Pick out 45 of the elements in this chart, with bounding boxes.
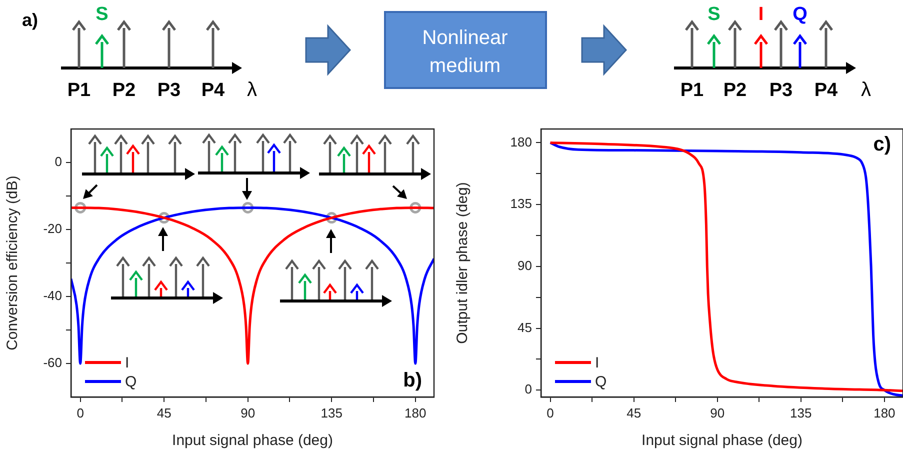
text: Q: [792, 4, 808, 25]
text: Nonlinear medium: [422, 27, 508, 77]
y-tick-label: 180: [510, 134, 532, 150]
text: P2: [112, 80, 136, 101]
y-tick-label: -20: [43, 221, 62, 236]
x-tick-label: 0: [76, 405, 84, 420]
x-tick-label: 180: [874, 405, 896, 420]
x-tick-label: 0: [546, 405, 554, 420]
y-axis-title: Conversion efficiency (dB): [4, 176, 22, 350]
x-tick-label: 90: [240, 405, 256, 420]
legend-label: I: [595, 354, 600, 372]
text: P1: [680, 80, 704, 101]
text: I: [758, 4, 764, 25]
text: P2: [723, 80, 747, 101]
legend-label: Q: [595, 374, 607, 391]
y-tick-label: -60: [43, 355, 62, 370]
text: P1: [67, 80, 92, 101]
x-axis-title: Input signal phase (deg): [642, 432, 802, 450]
y-tick-label: 0: [524, 382, 532, 397]
text: P4: [201, 80, 226, 101]
y-axis-title: Output idler phase (deg): [454, 182, 472, 344]
text: λ: [861, 79, 871, 101]
x-tick-label: 90: [710, 405, 725, 420]
y-tick-label: 0: [54, 154, 62, 170]
annotation: c): [873, 134, 891, 156]
x-tick-label: 45: [156, 405, 172, 420]
legend-label: I: [125, 354, 130, 372]
y-tick-label: 90: [518, 258, 532, 274]
x-tick-label: 135: [320, 405, 342, 420]
y-tick-label: 135: [510, 196, 532, 212]
x-tick-label: 135: [790, 405, 812, 420]
annotation: b): [403, 370, 422, 392]
x-axis-title: Input signal phase (deg): [172, 432, 333, 450]
text: P4: [814, 80, 838, 101]
text: a): [22, 10, 38, 30]
text: P3: [157, 80, 181, 101]
text: λ: [247, 79, 257, 101]
text: S: [708, 4, 720, 25]
y-tick-label: -40: [43, 288, 62, 304]
y-tick-label: 45: [518, 320, 532, 335]
x-tick-label: 45: [626, 405, 642, 420]
text: P3: [769, 80, 793, 101]
x-tick-label: 180: [404, 405, 426, 420]
legend-label: Q: [125, 374, 137, 391]
text: S: [96, 4, 108, 25]
